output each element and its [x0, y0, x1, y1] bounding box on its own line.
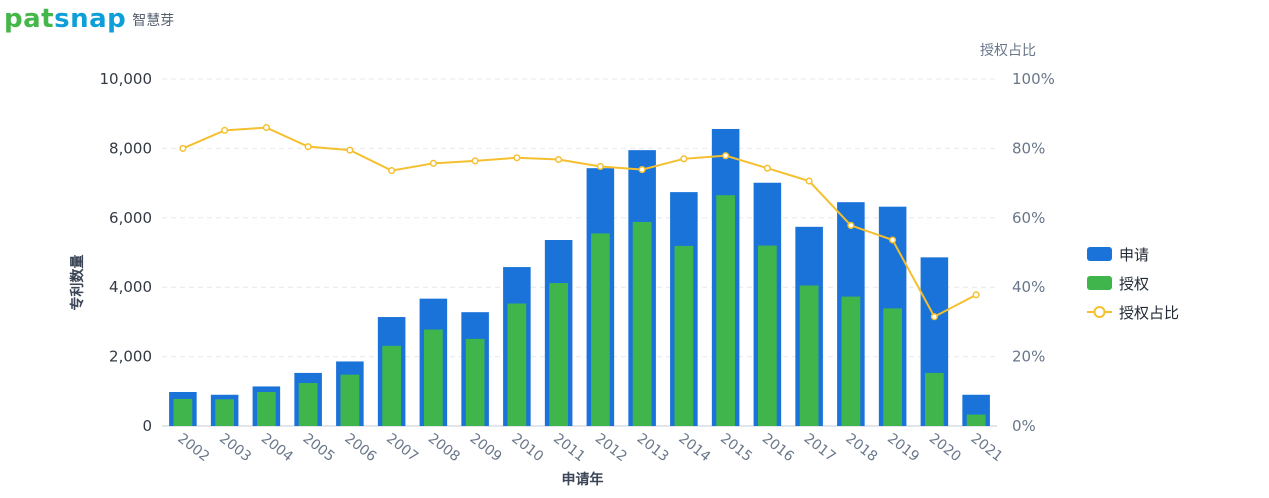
x-tick-label: 2014 — [675, 431, 713, 466]
grant-ratio-point — [805, 177, 813, 185]
y-axis-title-left: 专利数量 — [69, 255, 86, 311]
y-tick-label-right: 0% — [1012, 417, 1036, 435]
bar-grant — [674, 245, 694, 426]
grant-ratio-point — [930, 313, 938, 321]
bar-grant — [465, 338, 485, 426]
bar-grant — [925, 372, 944, 426]
grant-ratio-point — [763, 164, 771, 172]
x-tick-label: 2018 — [842, 431, 880, 466]
bar-grant — [257, 391, 276, 426]
grant-ratio-point — [680, 155, 688, 163]
y-tick-label-left: 0 — [142, 417, 152, 435]
x-tick-label: 2010 — [508, 431, 546, 466]
x-tick-label: 2017 — [801, 431, 839, 466]
x-tick-label: 2007 — [383, 431, 421, 466]
grant-ratio-point — [346, 146, 354, 154]
grant-ratio-line — [182, 126, 977, 319]
y-tick-label-right: 100% — [1012, 70, 1055, 88]
legend-swatch-grant — [1087, 276, 1112, 290]
bar-grant — [591, 233, 610, 426]
bar-grant — [173, 398, 193, 426]
y-tick-label-left: 8,000 — [109, 139, 152, 157]
y-tick-label-right: 60% — [1012, 209, 1045, 227]
grant-ratio-point — [596, 162, 604, 170]
bar-grant — [298, 382, 318, 426]
y-axis-title-right: 授权占比 — [980, 43, 1036, 59]
x-tick-label: 2005 — [300, 431, 338, 466]
bar-grant — [632, 221, 652, 426]
y-tick-label-left: 2,000 — [109, 348, 152, 366]
x-tick-label: 2011 — [550, 431, 588, 466]
bar-grant — [966, 414, 986, 426]
grant-ratio-point — [179, 144, 187, 152]
grant-ratio-point — [513, 154, 521, 162]
legend-label-application: 申请 — [1119, 246, 1149, 264]
bar-grant — [883, 308, 902, 426]
legend-label-grant: 授权 — [1119, 275, 1149, 293]
logo-word-pat: pat — [4, 4, 55, 34]
bar-grant — [424, 329, 443, 426]
x-tick-label: 2004 — [258, 431, 296, 466]
x-tick-label: 2019 — [884, 431, 922, 466]
x-tick-label: 2002 — [174, 431, 212, 466]
x-tick-label: 2015 — [717, 431, 755, 466]
grant-ratio-point — [429, 159, 437, 167]
grant-ratio-point — [722, 152, 730, 160]
bar-grant — [841, 296, 861, 426]
x-tick-label: 2003 — [216, 431, 254, 466]
logo-wordmark: patsnap — [4, 6, 126, 32]
grant-ratio-point — [555, 155, 563, 164]
logo-word-snap: snap — [54, 4, 127, 34]
legend-swatch-application — [1087, 247, 1112, 261]
bar-grant — [507, 303, 527, 426]
x-axis-title: 申请年 — [562, 471, 604, 488]
grant-ratio-point — [304, 143, 312, 151]
grant-ratio-point — [889, 236, 897, 244]
x-tick-label: 2009 — [467, 431, 505, 466]
patsnap-logo: patsnap 智慧芽 — [4, 6, 174, 32]
y-tick-label-right: 80% — [1012, 139, 1045, 157]
legend-swatch-grant-ratio-marker — [1093, 306, 1106, 318]
grant-ratio-point — [471, 157, 479, 165]
grant-ratio-point — [638, 166, 646, 174]
grant-ratio-point — [388, 167, 396, 175]
bar-grant — [382, 345, 401, 426]
bar-grant — [215, 399, 234, 426]
y-tick-label-left: 10,000 — [100, 70, 153, 88]
bar-grant — [758, 245, 777, 426]
y-tick-label-right: 20% — [1012, 348, 1045, 366]
grant-ratio-point — [847, 221, 855, 229]
bar-grant — [549, 283, 568, 426]
bar-grant — [799, 285, 819, 426]
y-tick-label-left: 4,000 — [109, 278, 152, 296]
grant-ratio-point — [262, 124, 270, 132]
bar-grant — [340, 374, 360, 426]
x-tick-label: 2016 — [759, 431, 797, 466]
y-tick-label-right: 40% — [1012, 278, 1045, 296]
grant-ratio-point — [972, 291, 980, 299]
logo-chinese-name: 智慧芽 — [132, 13, 175, 29]
legend-label-grant-ratio: 授权占比 — [1119, 304, 1179, 322]
x-tick-label: 2008 — [425, 431, 463, 466]
x-tick-label: 2006 — [341, 431, 379, 466]
x-tick-label: 2013 — [634, 431, 672, 466]
x-tick-label: 2020 — [926, 431, 964, 466]
grant-ratio-point — [221, 126, 229, 134]
bar-grant — [716, 195, 735, 426]
y-tick-label-left: 6,000 — [109, 209, 152, 227]
x-tick-label: 2012 — [592, 431, 630, 466]
x-tick-label: 2021 — [968, 431, 1006, 466]
